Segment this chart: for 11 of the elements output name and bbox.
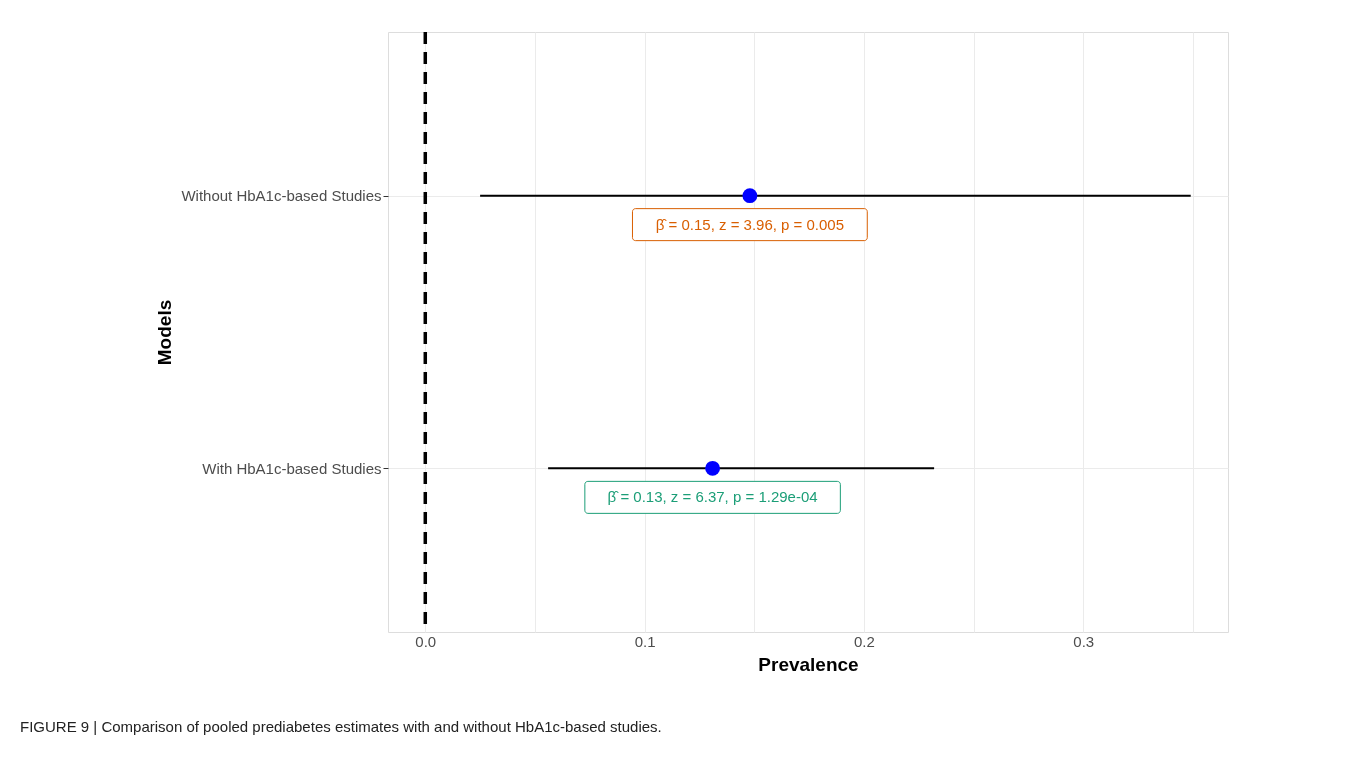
x-tick-label: 0.1 — [634, 632, 656, 650]
annotation: β̂ = 0.15, z = 3.96, p = 0.005 — [655, 215, 845, 233]
x-axis-title: Prevalence — [758, 653, 859, 675]
x-tick-label: 0.0 — [415, 632, 437, 650]
caption: FIGURE 9 | Comparison of pooled prediabetes estimates with and without HbA1c-based studies. — [20, 718, 662, 735]
y-axis-title: Models — [153, 299, 175, 366]
x-tick-label: 0.3 — [1073, 632, 1095, 650]
y-tick-label: With HbA1c-based Studies — [202, 459, 382, 477]
x-tick-label: 0.2 — [854, 632, 875, 650]
annotation: β̂ = 0.13, z = 6.37, p = 1.29e-04 — [607, 488, 818, 506]
y-tick-label: Without HbA1c-based Studies — [181, 187, 382, 205]
